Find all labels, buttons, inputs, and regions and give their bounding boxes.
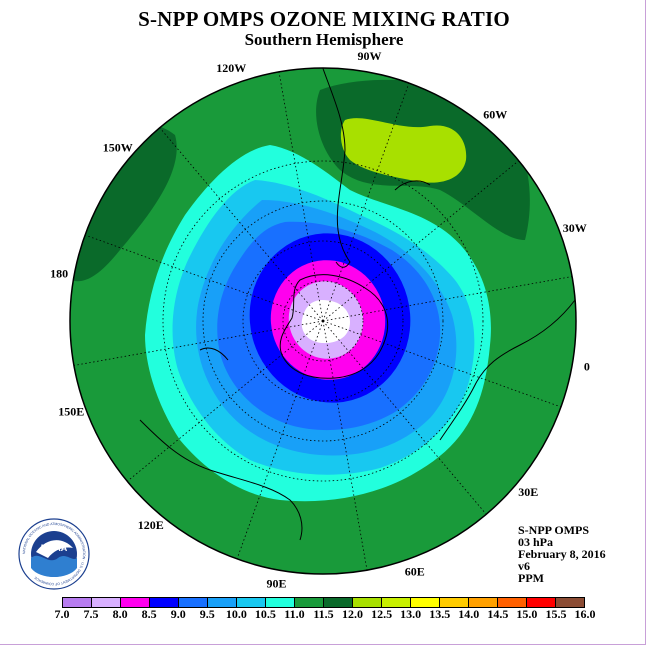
lon-label-0: 0 (584, 359, 590, 373)
ozone-field (70, 68, 576, 574)
colorbar-tick-label: 11.0 (284, 607, 305, 621)
colorbar-segment (121, 598, 150, 607)
colorbar-tick-label: 16.0 (574, 607, 596, 621)
info-level: 03 hPa (518, 535, 554, 549)
colorbar-ticks: 7.0 7.5 8.0 8.5 9.0 9.5 10.0 10.5 11.0 11.5 12.0 12… (55, 607, 596, 621)
lon-label-150w: 150W (103, 140, 133, 154)
lon-label-60e: 60E (405, 565, 425, 579)
colorbar-tick-label: 10.0 (225, 607, 247, 621)
latitude-circle-polar (282, 280, 364, 362)
colorbar-segment (92, 598, 121, 607)
colorbar-segment (179, 598, 208, 607)
lon-label-120e: 120E (138, 518, 164, 532)
colorbar-tick-label: 15.0 (516, 607, 538, 621)
graticule (70, 71, 576, 571)
colorbar-tick-label: 13.0 (400, 607, 422, 621)
colorbar-segment (527, 598, 556, 607)
lon-label-180: 180 (50, 266, 68, 280)
colorbar-segment (498, 598, 527, 607)
map-title: S-NPP OMPS OZONE MIXING RATIO (138, 7, 510, 31)
colorbar-segment (150, 598, 179, 607)
colorbar-tick-label: 9.5 (199, 607, 215, 621)
latitude-circle-outer (162, 160, 484, 482)
colorbar-segment (237, 598, 266, 607)
map-boundary (69, 67, 577, 575)
colorbar-segment (556, 598, 584, 607)
colorbar-tick-label: 11.5 (313, 607, 334, 621)
map-subtitle: Southern Hemisphere (244, 30, 404, 49)
colorbar-segment (440, 598, 469, 607)
colorbar-tick-label: 13.5 (429, 607, 451, 621)
coastline-australia (139, 419, 303, 541)
colorbar-tick-label: 12.0 (342, 607, 364, 621)
coastlines (139, 68, 576, 541)
lon-label-90w: 90W (358, 49, 382, 63)
colorbar-segment (324, 598, 353, 607)
colorbar-segment (469, 598, 498, 607)
logo-bird (36, 540, 73, 558)
coastline-new-zealand (199, 347, 229, 361)
colorbar-tick-label: 7.0 (54, 607, 70, 621)
colorbar-tick-label: 8.0 (112, 607, 128, 621)
lon-label-90e: 90E (266, 577, 286, 591)
colorbar-segment (382, 598, 411, 607)
colorbar-tick-label: 8.5 (141, 607, 157, 621)
colorbar-segment (208, 598, 237, 607)
coastline-south-america (319, 68, 351, 268)
lon-label-30w: 30W (563, 221, 587, 235)
colorbar-segment (295, 598, 324, 607)
field-level-7.0 (301, 300, 350, 344)
colorbar (62, 597, 585, 608)
colorbar-tick-label: 9.0 (170, 607, 186, 621)
coastline-antarctica (279, 274, 389, 379)
colorbar-segment (266, 598, 295, 607)
colorbar-tick-label: 14.0 (458, 607, 480, 621)
coastline-africa (439, 299, 576, 441)
lon-label-120w: 120W (216, 61, 246, 75)
colorbar-segment (411, 598, 440, 607)
latitude-circle-mid (202, 200, 444, 442)
logo-text: NOAA (41, 543, 68, 553)
colorbar-tick-label: 7.5 (83, 607, 99, 621)
colorbar-segment (63, 598, 92, 607)
coastline-south-georgia (394, 180, 431, 191)
logo-wave (31, 555, 77, 577)
noaa-logo: NOAA NATIONAL OCEANIC AND ATMOSPHERIC AD… (18, 518, 90, 590)
lon-label-60w: 60W (483, 107, 507, 121)
lon-label-30e: 30E (518, 485, 538, 499)
info-date: February 8, 2016 (518, 547, 606, 561)
info-version: v6 (518, 559, 530, 573)
field-patch-lime (340, 118, 467, 183)
colorbar-segment (353, 598, 382, 607)
colorbar-tick-label: 15.5 (545, 607, 567, 621)
info-units: PPM (518, 571, 544, 585)
longitude-labels: 90W 60W 30W 0 30E 60E 90E 120E 150E 180 150W 120W (50, 49, 590, 591)
info-satellite: S-NPP OMPS (518, 523, 589, 537)
lon-label-150e: 150E (58, 404, 84, 418)
colorbar-tick-label: 14.5 (487, 607, 509, 621)
info-block: S-NPP OMPS 03 hPa February 8, 2016 v6 PP… (518, 524, 606, 584)
colorbar-tick-label: 12.5 (371, 607, 393, 621)
latitude-circle-inner (242, 240, 404, 402)
colorbar-tick-label: 10.5 (254, 607, 276, 621)
